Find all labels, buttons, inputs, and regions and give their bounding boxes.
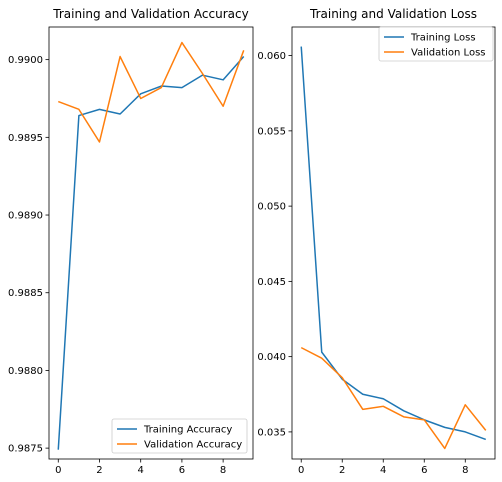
y-tick-label: 0.050 xyxy=(257,202,286,213)
axes-frame xyxy=(291,26,496,460)
x-tick-label: 0 xyxy=(55,465,61,476)
legend-label: Training Loss xyxy=(410,33,476,44)
legend-box xyxy=(378,26,494,62)
y-tick-label: 0.9875 xyxy=(8,444,43,455)
x-tick-label: 8 xyxy=(462,465,468,476)
y-tick-label: 0.9895 xyxy=(8,133,43,144)
x-tick-label: 2 xyxy=(339,465,345,476)
legend: Training Accuracy Validation Accuracy xyxy=(111,418,248,454)
y-tick-label: 0.9880 xyxy=(8,366,43,377)
y-tick-label: 0.035 xyxy=(257,427,286,438)
chart-title: Training and Validation Accuracy xyxy=(52,7,248,21)
legend-box xyxy=(111,418,248,454)
loss-chart: Training and Validation Loss 0 2 4 6 8 0.035 0.… xyxy=(257,7,496,476)
legend-label: Validation Loss xyxy=(411,48,486,59)
x-tick-label: 4 xyxy=(138,465,144,476)
y-tick-label: 0.040 xyxy=(257,352,286,363)
legend-label: Training Accuracy xyxy=(143,425,232,436)
series-line-training xyxy=(57,56,245,450)
series-line-validation xyxy=(58,41,245,143)
x-tick-label: 8 xyxy=(220,465,226,476)
x-tick-label: 6 xyxy=(421,465,427,476)
x-tick-label: 0 xyxy=(298,465,304,476)
x-tick-label: 6 xyxy=(179,465,185,476)
y-tick-label: 0.055 xyxy=(257,126,286,137)
y-tick-label: 0.9885 xyxy=(8,288,43,299)
y-tick-label: 0.045 xyxy=(257,277,286,288)
series-line-validation xyxy=(300,346,487,450)
y-tick-label: 0.060 xyxy=(257,51,286,62)
series-line-training xyxy=(300,46,487,441)
x-tick-label: 2 xyxy=(96,465,102,476)
x-tick-label: 4 xyxy=(380,465,386,476)
axes-frame xyxy=(48,26,254,460)
chart-title: Training and Validation Loss xyxy=(309,7,477,21)
legend: Training Loss Validation Loss xyxy=(378,26,494,62)
legend-label: Validation Accuracy xyxy=(144,440,242,451)
accuracy-chart: Training and Validation Accuracy 0 2 4 6 8 0.9… xyxy=(8,7,254,476)
y-tick-label: 0.9900 xyxy=(8,55,43,66)
y-tick-label: 0.9890 xyxy=(8,211,43,222)
